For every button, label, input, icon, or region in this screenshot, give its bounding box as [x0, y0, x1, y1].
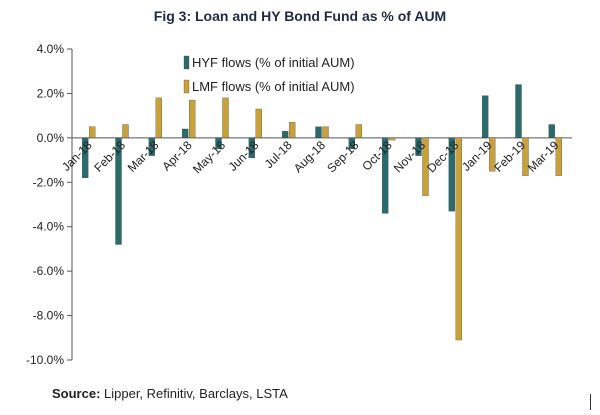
x-tick-label: Mar-18: [125, 138, 162, 175]
source-note: Source: Lipper, Refinitiv, Barclays, LST…: [52, 386, 288, 401]
legend-swatch-hyf: [183, 55, 190, 70]
bar-hyf: [548, 124, 555, 139]
y-tick-label: -2.0%: [33, 175, 65, 189]
x-tick-label: Jul-18: [262, 138, 295, 171]
bar-lmf: [289, 122, 296, 139]
x-tick-label: Oct-18: [359, 138, 395, 174]
legend-swatch-lmf: [183, 79, 190, 94]
x-tick-label: Aug-18: [291, 138, 328, 175]
y-tick-label: -10.0%: [26, 353, 64, 367]
y-tick-label: -4.0%: [33, 220, 65, 234]
y-tick-label: -6.0%: [33, 264, 65, 278]
bar-hyf: [515, 84, 522, 139]
bar-lmf: [389, 137, 396, 141]
bar-lmf: [155, 97, 162, 139]
bar-hyf: [348, 137, 355, 150]
bar-lmf: [522, 137, 529, 176]
bar-lmf: [89, 126, 96, 139]
bar-hyf: [182, 128, 189, 139]
bar-hyf: [382, 137, 389, 214]
bar-lmf: [455, 137, 462, 341]
bar-lmf: [189, 99, 196, 139]
x-tick-label: Jun-18: [226, 138, 262, 174]
x-tick-label: May-18: [190, 138, 228, 176]
bar-hyf: [248, 137, 255, 159]
bar-hyf: [82, 137, 89, 178]
bar-lmf: [322, 126, 329, 139]
bar-hyf: [148, 137, 155, 156]
bar-hyf: [482, 95, 489, 139]
edge-marker: [590, 394, 591, 410]
bar-lmf: [222, 97, 229, 139]
bar-lmf: [122, 124, 129, 139]
bar-hyf: [415, 137, 422, 156]
bar-hyf: [282, 131, 289, 139]
legend-label-lmf: LMF flows (% of initial AUM): [192, 79, 355, 94]
y-tick-label: 4.0%: [37, 42, 65, 56]
x-tick-label: Jan-18: [59, 138, 95, 174]
bar-lmf: [355, 124, 362, 139]
y-tick-label: 2.0%: [37, 86, 65, 100]
y-tick-label: 0.0%: [37, 131, 65, 145]
bar-hyf: [215, 137, 222, 150]
x-tick-label: Feb-18: [91, 138, 128, 175]
source-label: Source:: [52, 386, 101, 401]
bar-lmf: [555, 137, 562, 176]
y-tick-label: -8.0%: [33, 309, 65, 323]
bar-hyf: [115, 137, 122, 245]
bar-hyf: [448, 137, 455, 212]
source-text: Lipper, Refinitiv, Barclays, LSTA: [100, 386, 288, 401]
chart-title: Fig 3: Loan and HY Bond Fund as % of AUM: [153, 8, 447, 24]
x-tick-label: Sep-18: [324, 138, 361, 175]
bar-hyf: [315, 126, 322, 139]
x-tick-label: Apr-18: [159, 138, 195, 174]
bar-lmf: [489, 137, 496, 172]
legend-label-hyf: HYF flows (% of initial AUM): [192, 55, 355, 70]
bar-lmf: [255, 108, 262, 139]
bar-lmf: [422, 137, 429, 196]
